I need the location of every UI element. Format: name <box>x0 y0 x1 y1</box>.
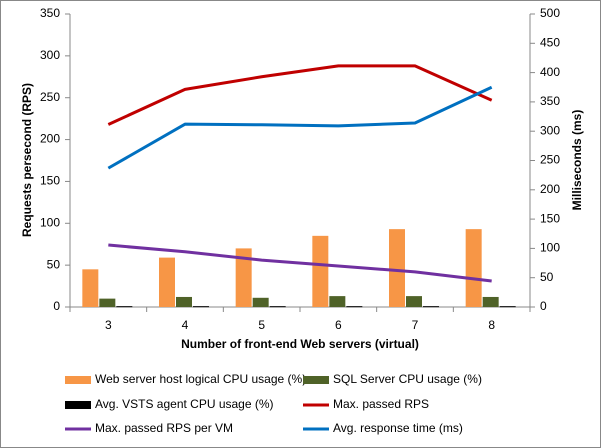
x-tick-label: 7 <box>412 318 419 332</box>
line <box>108 243 492 283</box>
bar <box>346 306 363 308</box>
legend-label: Avg. response time (ms) <box>333 421 463 435</box>
bar <box>193 306 209 308</box>
bar <box>82 269 99 307</box>
y2-axis-title: Milliseconds (ms) <box>570 110 584 211</box>
bar <box>312 235 329 307</box>
line <box>107 64 493 126</box>
line <box>107 85 493 170</box>
y-tick-label: 50 <box>47 257 61 271</box>
bar <box>159 257 175 307</box>
y2-tick-label: 300 <box>540 123 560 137</box>
y2-tick-label: 450 <box>540 35 560 49</box>
bar <box>99 298 116 307</box>
y-axis-title: Requests persecond (RPS) <box>20 83 34 237</box>
legend-swatch <box>65 401 91 409</box>
bar <box>329 296 346 307</box>
x-tick-label: 5 <box>258 318 265 332</box>
legend-label: Max. passed RPS per VM <box>95 421 233 435</box>
x-tick-label: 6 <box>335 318 342 332</box>
y2-tick-label: 50 <box>540 270 554 284</box>
bar <box>252 297 269 307</box>
y2-tick-label: 200 <box>540 182 560 196</box>
y-tick-label: 350 <box>40 6 60 20</box>
bar <box>116 306 133 308</box>
y2-tick-label: 150 <box>540 211 560 225</box>
x-axis-title: Number of front-end Web servers (virtual… <box>181 337 419 351</box>
y-tick-label: 300 <box>40 48 60 62</box>
bar <box>465 229 482 307</box>
x-tick-label: 4 <box>182 318 189 332</box>
y2-tick-label: 100 <box>540 241 560 255</box>
bar <box>499 306 516 308</box>
y-tick-label: 200 <box>40 132 60 146</box>
legend-label: Max. passed RPS <box>333 397 429 411</box>
bar <box>176 296 192 307</box>
x-tick-label: 8 <box>488 318 495 332</box>
bar <box>269 306 286 308</box>
legend-label: Web server host logical CPU usage (%) <box>95 372 306 386</box>
bar <box>389 229 405 307</box>
x-tick-label: 3 <box>105 318 112 332</box>
y2-tick-label: 500 <box>540 6 560 20</box>
legend-label: Avg. VSTS agent CPU usage (%) <box>95 397 274 411</box>
y2-tick-label: 350 <box>540 94 560 108</box>
y2-tick-label: 250 <box>540 153 560 167</box>
y-tick-label: 0 <box>53 299 60 313</box>
y2-tick-label: 400 <box>540 65 560 79</box>
bar <box>406 296 422 307</box>
y-tick-label: 250 <box>40 90 60 104</box>
y-tick-label: 100 <box>40 215 60 229</box>
bar <box>482 296 499 307</box>
legend-swatch <box>303 376 329 384</box>
legend-label: SQL Server CPU usage (%) <box>333 372 482 386</box>
y-tick-label: 150 <box>40 174 60 188</box>
bar <box>423 306 439 308</box>
y2-tick-label: 0 <box>540 299 547 313</box>
bar <box>235 248 252 307</box>
legend-swatch <box>65 376 91 384</box>
